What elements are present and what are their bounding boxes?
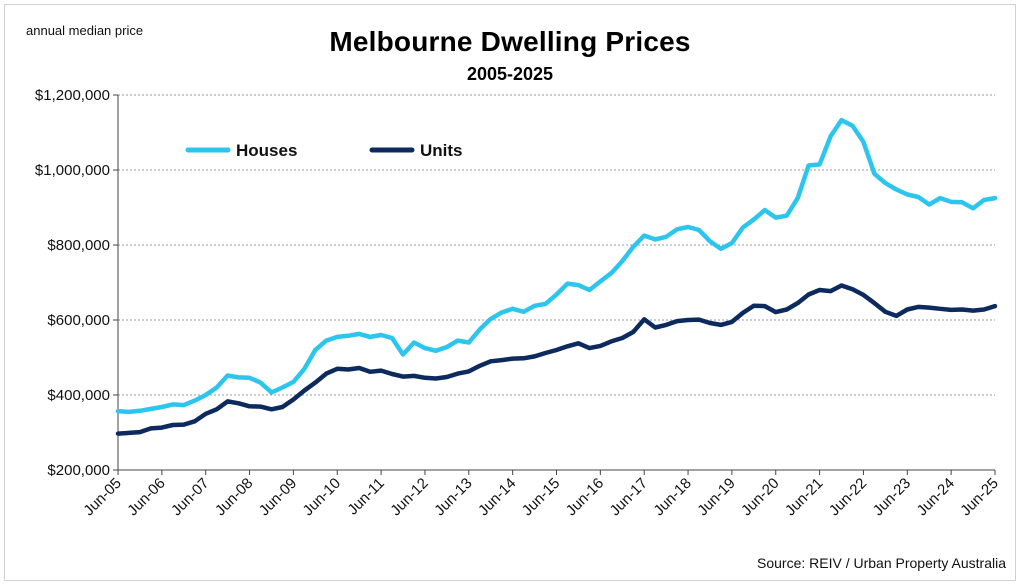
x-tick-label: Jun-10 [300, 475, 344, 519]
x-tick-label: Jun-20 [738, 475, 782, 519]
x-tick-label: Jun-07 [168, 475, 212, 519]
series-line-houses [115, 117, 998, 415]
x-tick-label: Jun-09 [256, 475, 300, 519]
x-tick-label: Jun-11 [344, 475, 388, 519]
source-note: Source: REIV / Urban Property Australia [757, 555, 1006, 571]
x-axis-ticks: Jun-05 Jun-06 Jun-07 Jun-08 Jun-09 Jun-10 Jun-… [80, 470, 1002, 519]
legend: Houses Units [185, 141, 463, 160]
legend-label-houses: Houses [236, 141, 297, 160]
series-lines [115, 117, 998, 436]
legend-label-units: Units [420, 141, 463, 160]
y-tick-label: $1,200,000 [35, 87, 110, 104]
chart-frame [4, 4, 1016, 581]
x-tick-label: Jun-12 [387, 475, 431, 519]
x-tick-label: Jun-14 [475, 475, 519, 519]
x-tick-label: Jun-13 [431, 475, 475, 519]
series-line-units [115, 283, 998, 436]
x-tick-label: Jun-25 [957, 475, 1001, 519]
y-axis-unit-label: annual median price [26, 23, 144, 38]
chart-subtitle: 2005-2025 [466, 64, 554, 84]
x-tick-label: Jun-16 [563, 475, 607, 519]
x-tick-label: Jun-15 [519, 475, 563, 519]
y-tick-label: $800,000 [47, 237, 110, 254]
y-tick-label: $200,000 [47, 462, 110, 479]
x-tick-label: Jun-06 [124, 475, 168, 519]
x-tick-label: Jun-18 [650, 475, 694, 519]
y-tick-label: $600,000 [47, 312, 110, 329]
x-tick-label: Jun-08 [212, 475, 256, 519]
x-tick-label: Jun-05 [80, 475, 124, 519]
x-tick-label: Jun-23 [870, 475, 914, 519]
x-tick-label: Jun-22 [826, 475, 870, 519]
y-axis-ticks: $200,000 $400,000 $600,000 $800,000 $1,000,0… [35, 87, 118, 479]
x-tick-label: Jun-21 [782, 475, 826, 519]
y-tick-label: $400,000 [47, 387, 110, 404]
y-tick-label: $1,000,000 [35, 162, 110, 179]
x-tick-label: Jun-24 [914, 475, 958, 519]
x-tick-label: Jun-19 [694, 475, 738, 519]
x-tick-label: Jun-17 [607, 475, 651, 519]
axes [117, 95, 995, 471]
chart-title: Melbourne Dwelling Prices [329, 26, 691, 57]
